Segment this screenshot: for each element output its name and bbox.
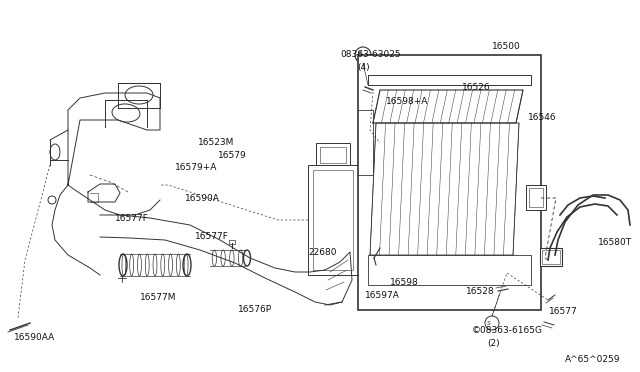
Polygon shape xyxy=(370,123,519,255)
Bar xyxy=(368,255,531,285)
Text: ©08363-6165G: ©08363-6165G xyxy=(472,326,543,335)
Text: 16598: 16598 xyxy=(390,278,419,287)
Text: 16526: 16526 xyxy=(462,83,491,92)
Text: 16579+A: 16579+A xyxy=(175,163,218,172)
Text: 16546: 16546 xyxy=(528,113,557,122)
Text: 16597A: 16597A xyxy=(365,291,400,300)
Bar xyxy=(358,55,541,310)
Text: 16579: 16579 xyxy=(218,151,247,160)
Text: (2): (2) xyxy=(487,339,500,348)
Text: 16500: 16500 xyxy=(492,42,521,51)
Polygon shape xyxy=(373,90,523,123)
Text: S: S xyxy=(358,51,362,57)
Bar xyxy=(320,147,346,163)
Bar xyxy=(313,170,353,270)
Text: 16580T: 16580T xyxy=(598,238,632,247)
Polygon shape xyxy=(368,75,531,85)
Text: 08363-63025: 08363-63025 xyxy=(340,50,401,59)
Text: 16590AA: 16590AA xyxy=(14,333,55,342)
Text: 16577F: 16577F xyxy=(115,214,149,223)
Text: 16523M: 16523M xyxy=(198,138,234,147)
Text: 16590A: 16590A xyxy=(185,194,220,203)
Bar xyxy=(540,248,562,266)
Text: S: S xyxy=(487,321,491,326)
Text: 16576P: 16576P xyxy=(238,305,272,314)
Text: A^65^0259: A^65^0259 xyxy=(565,355,621,364)
Text: 16577M: 16577M xyxy=(140,293,177,302)
Text: 16577F: 16577F xyxy=(195,232,229,241)
Text: 16528: 16528 xyxy=(466,287,495,296)
Bar xyxy=(542,250,560,264)
Text: 16598+A: 16598+A xyxy=(386,97,428,106)
Bar xyxy=(308,165,358,275)
Text: 16577: 16577 xyxy=(549,307,578,316)
Text: 22680: 22680 xyxy=(308,248,337,257)
Bar xyxy=(229,240,235,244)
Circle shape xyxy=(48,196,56,204)
Bar xyxy=(526,185,546,210)
Text: (4): (4) xyxy=(357,63,370,72)
Bar xyxy=(316,143,350,165)
Ellipse shape xyxy=(125,86,153,104)
Bar xyxy=(529,188,543,207)
Ellipse shape xyxy=(112,104,140,122)
